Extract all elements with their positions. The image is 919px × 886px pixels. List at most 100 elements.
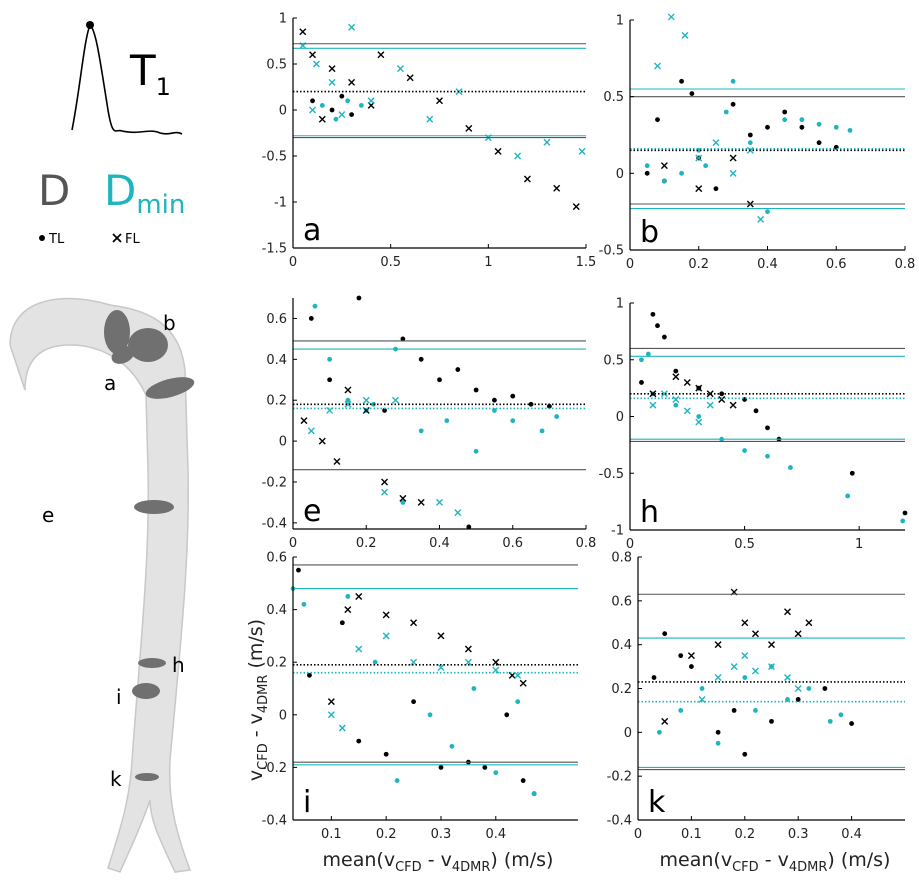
x-label-part: - v (759, 849, 789, 871)
point (805, 619, 813, 627)
x-tick-label: 0 (289, 536, 297, 551)
point (417, 498, 425, 506)
x-tick-label: 0.8 (576, 536, 597, 551)
point (400, 336, 406, 342)
point (816, 140, 822, 146)
point (358, 103, 364, 108)
x-label-part: mean(v (660, 849, 733, 871)
point (312, 303, 318, 309)
point (679, 170, 684, 176)
point (473, 387, 479, 393)
point (543, 138, 551, 146)
point (662, 631, 668, 637)
point (757, 215, 765, 223)
x-tick-label: 0 (634, 827, 642, 842)
point (348, 78, 356, 86)
point (644, 163, 650, 169)
point (649, 401, 657, 409)
point (438, 765, 444, 770)
legend-tl-marker (39, 235, 45, 241)
x-tick-label: 0 (289, 255, 297, 270)
x-tick-label: 0.3 (788, 827, 809, 842)
point (645, 351, 651, 357)
point (765, 124, 770, 130)
point (437, 377, 442, 383)
x-tick-label: 0.1 (681, 827, 702, 842)
point (799, 124, 805, 130)
point (345, 594, 351, 599)
point (382, 408, 387, 413)
point (730, 663, 738, 671)
y-tick-label: 1 (616, 14, 624, 29)
point (454, 509, 462, 517)
panel: -0.4 -0.2 0 0.2 0.4 0.6 0 0.2 0.4 0.6 0.8 e (262, 295, 597, 551)
point (392, 396, 400, 404)
waveform (71, 23, 183, 135)
point (699, 686, 705, 691)
point (328, 65, 336, 73)
point (312, 60, 320, 68)
point (578, 147, 586, 155)
point (751, 630, 759, 638)
panel-letter: e (303, 494, 321, 529)
point (418, 428, 424, 434)
point (333, 458, 341, 466)
point (654, 62, 661, 70)
point (546, 403, 552, 409)
point (356, 295, 362, 301)
y-tick-label: 0.2 (266, 656, 287, 671)
waveform-label-main: T (129, 46, 156, 95)
point (418, 356, 424, 362)
x-tick-label: 0.4 (485, 827, 506, 842)
point (656, 729, 662, 735)
point (713, 186, 719, 192)
point (782, 117, 788, 123)
point (394, 778, 400, 783)
point (523, 175, 531, 183)
point (765, 453, 770, 459)
legend-dmin-sub: min (136, 190, 185, 220)
point (847, 127, 853, 133)
point (367, 97, 375, 105)
point (715, 729, 721, 735)
point (327, 377, 333, 383)
point (768, 641, 775, 649)
point (309, 51, 317, 59)
point (406, 74, 414, 82)
y-tick-label: -0.5 (599, 244, 624, 259)
point (309, 106, 317, 114)
point (482, 765, 488, 770)
point (660, 162, 668, 170)
point (785, 697, 790, 702)
x-label-part: ) (m/s) (490, 849, 553, 871)
y-tick-label: 1 (279, 12, 287, 27)
point (661, 178, 667, 184)
point (742, 675, 748, 680)
y-tick-label: -0.2 (607, 770, 632, 785)
x-tick-label: 0.5 (734, 537, 755, 552)
point (695, 154, 703, 162)
point (436, 97, 443, 105)
point (639, 357, 644, 363)
x-tick-label: 0.4 (429, 536, 450, 551)
point (673, 368, 679, 374)
x-label-part: 4DMR (789, 860, 828, 875)
point (672, 395, 680, 403)
y-tick-label: 0 (279, 435, 287, 450)
panel-letter: h (640, 495, 659, 530)
panel: -0.500.510 0.2 0.4 0.6 0.8b (599, 13, 915, 272)
point (678, 708, 684, 713)
point (661, 334, 667, 340)
point (333, 116, 339, 122)
panel: -1.5 -1 -0.5 0 0.5 1 0 0.5 1 1.5 a (262, 12, 597, 271)
x-tick-label: 1 (855, 537, 863, 552)
point (900, 518, 906, 524)
point (471, 686, 477, 691)
point (437, 663, 445, 671)
point (845, 493, 851, 499)
aorta-label: a (104, 371, 116, 395)
y-label-part: - v (245, 713, 267, 743)
waveform-peak (86, 21, 94, 29)
y-label-part: 4DMR (256, 675, 271, 714)
